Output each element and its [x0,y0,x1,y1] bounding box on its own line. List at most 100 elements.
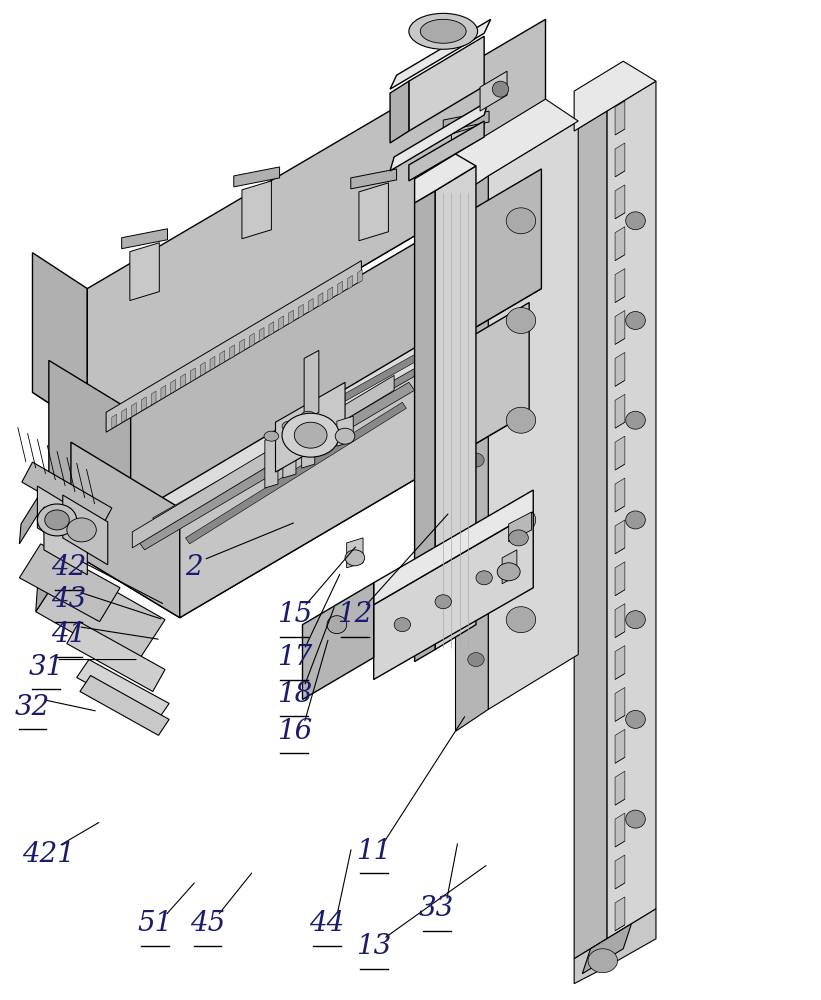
Text: 32: 32 [15,694,50,721]
Polygon shape [390,19,491,89]
Polygon shape [20,544,120,622]
Text: 13: 13 [356,933,392,960]
Polygon shape [304,350,319,420]
Polygon shape [302,583,374,699]
Polygon shape [33,253,87,428]
Ellipse shape [468,553,484,567]
Text: 41: 41 [51,621,86,648]
Polygon shape [131,403,136,417]
Ellipse shape [626,312,645,329]
Polygon shape [289,310,293,324]
Polygon shape [259,327,264,341]
Polygon shape [607,81,656,939]
Polygon shape [615,311,625,344]
Polygon shape [240,339,245,353]
Polygon shape [615,478,625,512]
Polygon shape [38,486,76,552]
Polygon shape [615,771,625,805]
Polygon shape [582,924,631,974]
Text: 45: 45 [190,910,225,937]
Ellipse shape [493,81,509,97]
Polygon shape [44,507,87,575]
Ellipse shape [282,421,296,431]
Polygon shape [357,270,362,284]
Ellipse shape [507,208,535,234]
Polygon shape [435,166,476,650]
Polygon shape [280,338,447,436]
Polygon shape [22,462,112,528]
Polygon shape [443,111,489,131]
Polygon shape [308,299,313,313]
Ellipse shape [327,616,346,634]
Polygon shape [359,183,388,241]
Polygon shape [122,229,167,249]
Polygon shape [80,676,169,735]
Text: 18: 18 [277,681,312,708]
Polygon shape [276,382,345,472]
Polygon shape [615,269,625,303]
Polygon shape [36,540,68,612]
Polygon shape [298,304,303,318]
Polygon shape [615,729,625,763]
Polygon shape [131,169,541,530]
Polygon shape [374,490,533,605]
Polygon shape [615,687,625,721]
Text: 31: 31 [29,654,64,681]
Polygon shape [574,61,656,131]
Polygon shape [33,123,545,428]
Ellipse shape [409,13,478,49]
Polygon shape [112,414,117,428]
Polygon shape [210,356,215,370]
Polygon shape [71,345,530,618]
Polygon shape [409,121,484,181]
Polygon shape [615,646,625,680]
Polygon shape [130,243,159,301]
Ellipse shape [394,618,410,632]
Text: 2: 2 [185,554,203,581]
Ellipse shape [507,308,535,333]
Polygon shape [615,143,625,177]
Ellipse shape [507,607,535,633]
Polygon shape [171,380,176,393]
Ellipse shape [45,510,69,530]
Text: 15: 15 [277,601,312,628]
Polygon shape [230,345,235,359]
Polygon shape [452,125,481,183]
Ellipse shape [507,407,535,433]
Polygon shape [415,191,435,662]
Ellipse shape [626,810,645,828]
Text: 42: 42 [51,554,86,581]
Polygon shape [20,490,43,544]
Polygon shape [220,351,225,365]
Text: 17: 17 [277,644,312,671]
Polygon shape [71,442,180,618]
Polygon shape [615,436,625,470]
Ellipse shape [498,563,521,581]
Polygon shape [615,562,625,596]
Polygon shape [106,261,361,432]
Text: 43: 43 [51,586,86,613]
Text: 421: 421 [22,841,76,868]
Polygon shape [346,538,363,568]
Polygon shape [234,167,280,187]
Polygon shape [337,281,342,295]
Ellipse shape [626,411,645,429]
Polygon shape [200,362,205,376]
Ellipse shape [509,530,529,546]
Ellipse shape [626,212,645,230]
Ellipse shape [626,710,645,728]
Polygon shape [615,352,625,386]
Polygon shape [48,360,131,530]
Polygon shape [283,426,296,478]
Polygon shape [36,564,165,668]
Polygon shape [574,909,656,984]
Polygon shape [615,604,625,638]
Polygon shape [279,316,284,330]
Text: 11: 11 [356,838,392,865]
Ellipse shape [264,431,279,441]
Polygon shape [132,375,394,548]
Polygon shape [301,416,314,468]
Ellipse shape [300,411,315,421]
Polygon shape [480,71,507,111]
Polygon shape [180,303,530,618]
